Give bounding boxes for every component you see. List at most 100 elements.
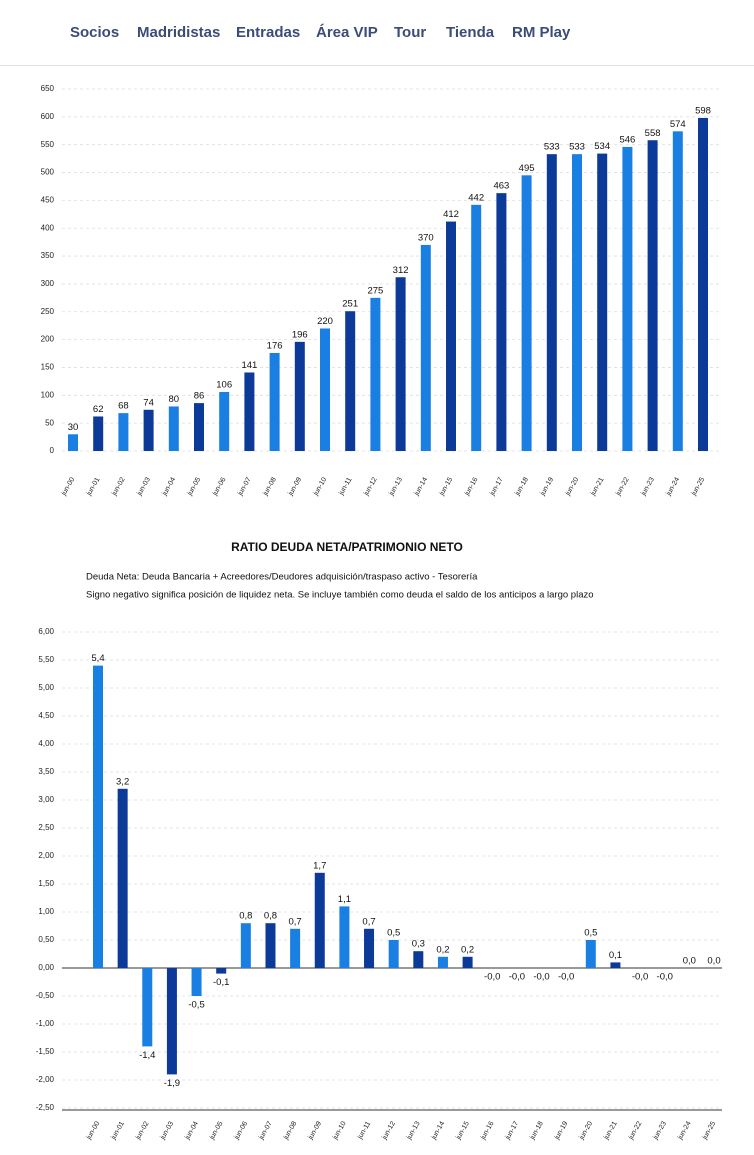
x-tick-label: jun-10 xyxy=(331,1120,347,1141)
chart-subtitle: Deuda Neta: Deuda Bancaria + Acreedores/… xyxy=(86,572,478,583)
bar xyxy=(294,341,305,451)
x-tick-label: jun-20 xyxy=(578,1120,594,1141)
bar xyxy=(117,788,128,968)
data-label: 141 xyxy=(241,360,257,371)
data-label: 0,0 xyxy=(683,956,696,967)
data-label: 30 xyxy=(68,422,79,433)
x-tick-label: jun-04 xyxy=(184,1120,200,1141)
y-tick-label: -1,50 xyxy=(36,1047,55,1056)
data-label: 196 xyxy=(292,329,308,340)
x-tick-label: jun-15 xyxy=(438,476,454,497)
bar xyxy=(93,416,104,451)
bar xyxy=(471,204,482,451)
data-label: 106 xyxy=(216,379,232,390)
y-tick-label: 250 xyxy=(41,307,55,316)
nav-item[interactable]: Área VIP xyxy=(316,24,378,41)
nav-item[interactable]: Socios xyxy=(70,24,120,41)
bar xyxy=(314,872,325,968)
data-label: 0,7 xyxy=(289,916,302,927)
bar xyxy=(698,117,708,452)
nav-item[interactable]: RM Play xyxy=(512,24,571,41)
y-tick-label: 200 xyxy=(41,335,55,344)
data-label: 86 xyxy=(194,391,205,402)
x-tick-label: jun-05 xyxy=(186,476,202,497)
data-label: 534 xyxy=(594,141,610,152)
data-label: 80 xyxy=(169,394,180,405)
x-tick-label: jun-00 xyxy=(85,1120,101,1141)
bar xyxy=(572,154,582,451)
y-tick-label: 300 xyxy=(41,279,55,288)
x-tick-label: jun-02 xyxy=(110,476,126,497)
bar xyxy=(118,413,129,451)
nav-item[interactable]: Tour xyxy=(394,24,427,41)
y-tick-label: -2,00 xyxy=(36,1075,55,1084)
x-tick-label: jun-03 xyxy=(136,476,152,497)
data-label: -0,5 xyxy=(188,1000,204,1011)
bar xyxy=(345,311,356,451)
bar xyxy=(269,352,280,451)
y-tick-label: 550 xyxy=(41,140,55,149)
data-label: 598 xyxy=(695,105,711,116)
x-tick-label: jun-02 xyxy=(134,1120,150,1141)
data-label: 0,2 xyxy=(461,944,474,955)
x-tick-label: jun-10 xyxy=(312,476,328,497)
y-tick-label: 6,00 xyxy=(38,627,54,636)
data-label: 495 xyxy=(519,163,535,174)
bar xyxy=(446,221,456,451)
y-tick-label: 4,50 xyxy=(38,711,54,720)
x-tick-label: jun-00 xyxy=(60,476,76,497)
bar xyxy=(240,923,251,968)
y-tick-label: 2,00 xyxy=(38,851,54,860)
nav-item[interactable]: Madridistas xyxy=(137,24,221,41)
data-label: 68 xyxy=(118,401,129,412)
nav-item[interactable]: Entradas xyxy=(236,24,301,41)
bar xyxy=(672,131,683,451)
x-tick-label: jun-13 xyxy=(405,1120,421,1141)
data-label: 275 xyxy=(367,285,383,296)
y-tick-label: 650 xyxy=(41,84,55,93)
y-tick-label: 0,00 xyxy=(38,963,54,972)
x-tick-label: jun-24 xyxy=(665,476,681,497)
bar xyxy=(521,175,532,452)
y-tick-label: 1,50 xyxy=(38,879,54,888)
x-tick-label: jun-09 xyxy=(287,476,303,497)
data-label: -0,0 xyxy=(558,972,574,983)
x-tick-label: jun-11 xyxy=(337,476,353,497)
x-tick-label: jun-08 xyxy=(262,476,278,497)
x-tick-label: jun-18 xyxy=(514,476,530,497)
y-tick-label: -2,50 xyxy=(36,1103,55,1112)
bar xyxy=(647,140,658,451)
bar xyxy=(93,665,103,968)
data-label: -1,4 xyxy=(139,1050,155,1061)
bar xyxy=(244,372,255,451)
x-tick-label: jun-17 xyxy=(488,476,504,497)
y-tick-label: 2,50 xyxy=(38,823,54,832)
bar xyxy=(320,328,330,451)
bar xyxy=(166,968,177,1075)
x-tick-label: jun-14 xyxy=(413,476,429,497)
y-tick-label: 50 xyxy=(45,418,54,427)
x-tick-label: jun-03 xyxy=(159,1120,175,1141)
x-tick-label: jun-01 xyxy=(110,1120,126,1141)
data-label: 176 xyxy=(267,340,283,351)
x-tick-label: jun-22 xyxy=(614,476,630,497)
x-tick-label: jun-21 xyxy=(602,1120,618,1141)
x-tick-label: jun-01 xyxy=(85,476,101,497)
x-tick-label: jun-25 xyxy=(701,1120,717,1141)
x-tick-label: jun-13 xyxy=(388,476,404,497)
data-label: 0,8 xyxy=(239,911,252,922)
y-tick-label: -1,00 xyxy=(36,1019,55,1028)
data-label: -0,0 xyxy=(632,972,648,983)
bar xyxy=(597,153,608,451)
nav-bar: Socios Madridistas Entradas Área VIP Tou… xyxy=(0,0,754,66)
bar xyxy=(546,154,557,451)
bar xyxy=(364,928,375,968)
bar xyxy=(420,244,431,451)
x-tick-label: jun-22 xyxy=(627,1120,643,1141)
nav-item[interactable]: Tienda xyxy=(446,24,495,41)
data-label: 0,0 xyxy=(707,956,720,967)
bar xyxy=(191,968,202,996)
data-label: 463 xyxy=(493,181,509,192)
bar xyxy=(388,940,399,968)
y-tick-label: 600 xyxy=(41,112,55,121)
